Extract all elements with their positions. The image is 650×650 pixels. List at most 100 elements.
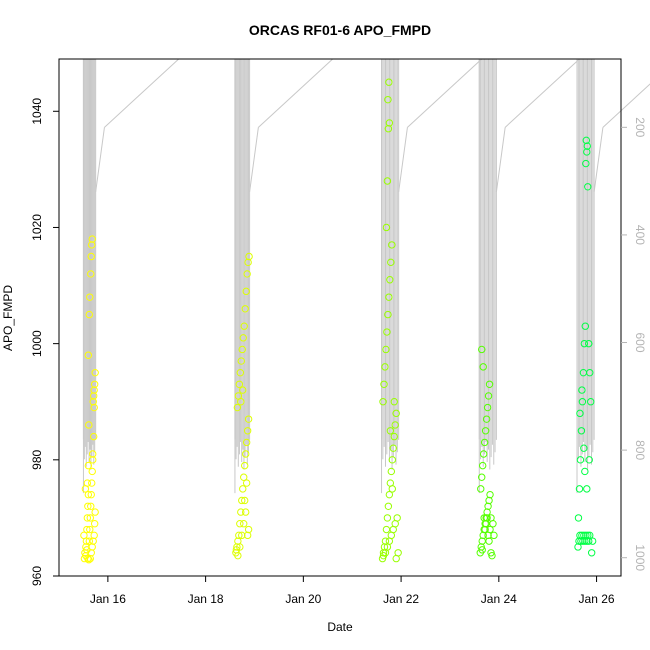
data-point: [242, 438, 251, 447]
data-point: [482, 415, 491, 423]
plot-frame: [58, 58, 622, 577]
data-point: [385, 490, 394, 499]
data-point: [89, 432, 98, 441]
data-point: [582, 159, 590, 168]
data-point: [382, 345, 390, 354]
data-point: [234, 551, 242, 560]
altitude-ferry: [398, 127, 408, 192]
data-point: [478, 473, 486, 481]
data-point: [388, 456, 396, 464]
data-point: [583, 142, 591, 150]
data-point: [239, 334, 247, 342]
data-point: [90, 380, 99, 389]
data-point: [485, 496, 493, 505]
data-point: [578, 386, 586, 394]
data-point: [483, 514, 491, 522]
data-point: [243, 270, 251, 278]
data-point: [85, 421, 93, 429]
data-point: [384, 502, 393, 510]
y2-tick-label: 200: [633, 117, 647, 137]
data-point: [480, 438, 489, 447]
data-point: [384, 95, 392, 104]
data-point: [577, 427, 586, 435]
data-point: [88, 467, 96, 476]
data-point: [240, 520, 248, 528]
data-point: [483, 403, 492, 412]
data-point: [584, 183, 592, 191]
x-tick-label: Jan 16: [90, 592, 126, 606]
data-point: [585, 456, 593, 464]
x-tick-label: Jan 24: [481, 592, 517, 606]
data-point: [381, 363, 389, 371]
data-point: [80, 531, 88, 540]
data-point: [486, 525, 494, 534]
y2-tick-label: 1000: [633, 544, 647, 571]
data-point: [393, 514, 401, 522]
y2-tick-label: 400: [633, 225, 647, 245]
data-point: [242, 287, 250, 296]
data-point: [478, 537, 486, 545]
data-point: [585, 339, 593, 348]
data-point: [85, 310, 93, 319]
data-point: [85, 556, 93, 564]
chart-title: ORCAS RF01-6 APO_FMPD: [249, 22, 431, 38]
data-point: [90, 403, 98, 412]
data-point: [84, 554, 92, 563]
data-point: [486, 490, 494, 499]
data-point: [387, 258, 395, 267]
x-tick-label: Jan 26: [579, 592, 615, 606]
x-tick-label: Jan 20: [285, 592, 321, 606]
altitude-ferry: [593, 127, 604, 192]
data-point: [244, 415, 253, 423]
data-point: [90, 386, 98, 394]
data-point: [236, 368, 245, 377]
altitude-ferry: [104, 58, 180, 128]
data-point: [581, 322, 590, 330]
data-point: [391, 421, 399, 429]
data-point: [91, 508, 99, 516]
data-point: [490, 531, 498, 540]
data-point: [236, 543, 244, 551]
data-point: [386, 427, 395, 435]
altitude-traces: [82, 58, 650, 494]
data-point: [84, 461, 93, 470]
data-point: [586, 531, 594, 540]
data-point: [481, 427, 490, 435]
altitude-ferry: [258, 58, 334, 128]
data-point: [244, 525, 253, 534]
data-point: [387, 467, 396, 476]
data-point: [384, 310, 392, 319]
data-point: [89, 456, 97, 464]
data-point: [478, 546, 486, 554]
x-tick-label: Jan 18: [188, 592, 224, 606]
data-point: [238, 345, 246, 354]
data-point: [237, 508, 245, 516]
data-point: [392, 554, 400, 563]
y-tick-label: 960: [30, 566, 44, 586]
y-tick-label: 980: [30, 449, 44, 469]
data-point: [241, 496, 249, 505]
data-point: [89, 450, 97, 458]
data-point: [241, 461, 249, 470]
data-point: [241, 450, 250, 458]
data-point: [587, 398, 595, 406]
data-point: [388, 241, 396, 249]
data-point: [88, 235, 96, 243]
y-axis-label: APO_FMPD: [1, 285, 15, 351]
data-point: [86, 514, 94, 522]
data-point: [586, 368, 594, 377]
data-point: [392, 409, 400, 418]
data-point: [575, 485, 584, 493]
data-point: [91, 368, 99, 377]
data-point: [239, 485, 247, 493]
data-point: [390, 432, 398, 441]
data-point: [574, 514, 583, 522]
data-point: [581, 467, 589, 476]
data-point: [484, 502, 492, 510]
y2-tick-label: 800: [633, 440, 647, 460]
data-point: [479, 363, 487, 371]
data-point: [235, 380, 244, 389]
data-point: [578, 398, 587, 406]
data-point: [237, 357, 245, 365]
data-point: [485, 380, 494, 389]
